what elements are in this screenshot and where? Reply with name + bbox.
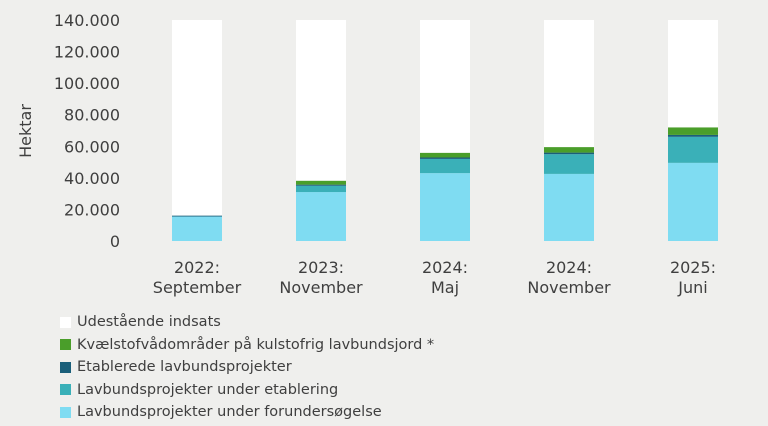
bar-segment-3-cat-3	[420, 157, 470, 159]
x-tick-label: 2024: Maj	[422, 258, 468, 297]
legend-swatch	[60, 406, 71, 418]
legend-swatch	[60, 384, 71, 396]
bar-segment-5-cat-4	[544, 20, 594, 148]
bar-segment-3-cat-1	[172, 215, 222, 217]
bar-segment-5-cat-3	[420, 20, 470, 153]
bar-segment-3-cat-4	[544, 152, 594, 155]
bar-segment-1-cat-2	[296, 192, 346, 241]
bar-segment-4-cat-4	[544, 147, 594, 153]
bar-segment-2-cat-4	[544, 154, 594, 174]
legend-item: Lavbundsprojekter under forundersøgelse	[60, 401, 434, 424]
bar-segment-5-cat-5	[668, 20, 718, 128]
bar-segment-2-cat-3	[420, 158, 470, 174]
stacked-bar-chart: 0 20.000 40.000 60.000 80.000 100.000 120.000 1…	[16, 11, 718, 297]
bar-segment-2-cat-5	[668, 136, 718, 163]
x-tick-label: 2025: Juni	[670, 258, 716, 297]
bar-segment-4-cat-2	[296, 180, 346, 185]
y-tick-label: 40.000	[64, 169, 120, 188]
bar-segment-4-cat-3	[420, 152, 470, 158]
bar-segment-5-cat-2	[296, 20, 346, 181]
bar-segment-2-cat-2	[296, 185, 346, 193]
bar-segment-4-cat-5	[668, 127, 718, 135]
y-axis: 0 20.000 40.000 60.000 80.000 100.000 120.000 1…	[54, 11, 120, 251]
y-tick-label: 60.000	[64, 137, 120, 156]
legend-item: Udestående indsats	[60, 311, 434, 334]
bar-segment-3-cat-2	[296, 184, 346, 186]
bar-segment-1-cat-4	[544, 173, 594, 241]
bars	[172, 20, 718, 241]
y-tick-label: 120.000	[54, 43, 120, 62]
y-axis-label: Hektar	[16, 104, 35, 158]
legend: Udestående indsats Kvælstofvådområder på …	[60, 311, 434, 424]
legend-label: Udestående indsats	[77, 314, 221, 331]
legend-swatch	[60, 361, 71, 373]
legend-item: Etablerede lavbundsprojekter	[60, 356, 434, 379]
bar-segment-1-cat-1	[172, 216, 222, 241]
bar-segment-1-cat-3	[420, 173, 470, 241]
legend-item: Kvælstofvådområder på kulstofrig lavbund…	[60, 334, 434, 357]
bar-segment-3-cat-5	[668, 134, 718, 137]
legend-item: Lavbundsprojekter under etablering	[60, 379, 434, 402]
y-tick-label: 80.000	[64, 106, 120, 125]
x-tick-label: 2024: November	[527, 258, 611, 297]
legend-label: Lavbundsprojekter under etablering	[77, 381, 339, 398]
legend-swatch	[60, 339, 71, 351]
y-tick-label: 100.000	[54, 74, 120, 93]
x-axis: 2022: September 2023: November 2024: Maj 2024:…	[153, 258, 716, 297]
legend-label: Lavbundsprojekter under forundersøgelse	[77, 404, 382, 421]
y-tick-label: 0	[110, 232, 120, 251]
legend-swatch	[60, 316, 71, 328]
bar-segment-5-cat-1	[172, 20, 222, 216]
legend-label: Kvælstofvådområder på kulstofrig lavbund…	[77, 336, 435, 353]
y-tick-label: 140.000	[54, 11, 120, 30]
x-tick-label: 2022: September	[153, 258, 242, 297]
x-tick-label: 2023: November	[279, 258, 363, 297]
bar-segment-1-cat-5	[668, 162, 718, 241]
y-tick-label: 20.000	[64, 200, 120, 219]
legend-label: Etablerede lavbundsprojekter	[77, 359, 292, 376]
